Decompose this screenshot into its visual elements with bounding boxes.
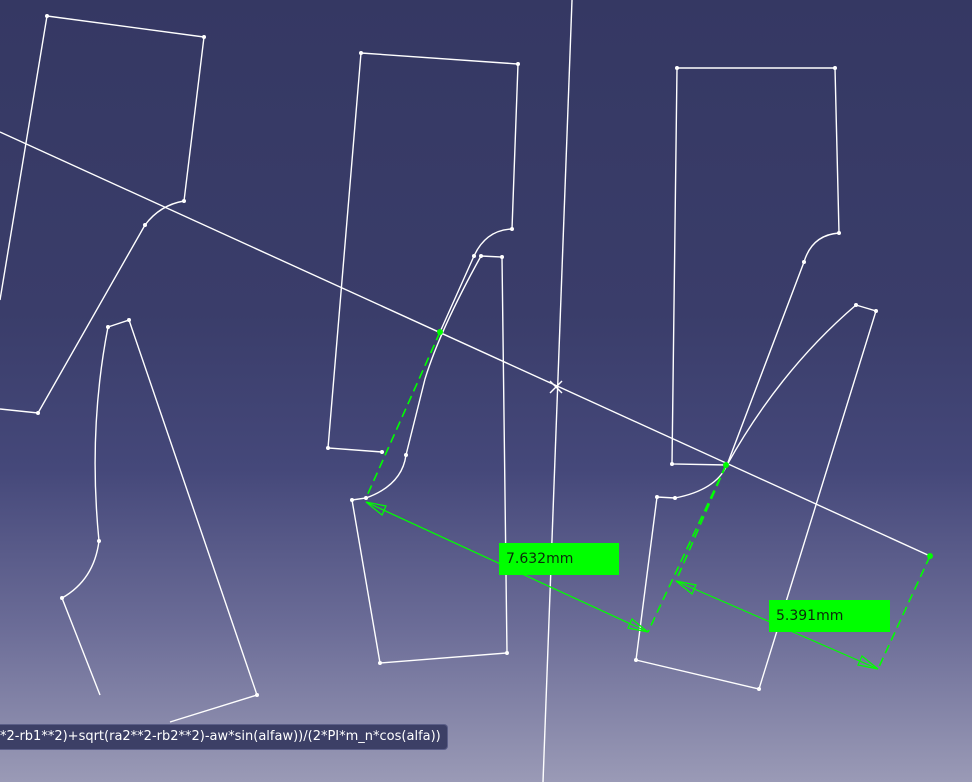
dimension-2[interactable] bbox=[675, 464, 931, 670]
formula-display[interactable]: *2-rb1**2)+sqrt(ra2**2-rb2**2)-aw*sin(al… bbox=[0, 724, 448, 750]
vertical-axis-line[interactable] bbox=[542, 0, 573, 782]
center-cross-icon bbox=[549, 380, 563, 394]
dimension-2-arrow-end-icon bbox=[857, 655, 879, 670]
gear-tooth-top-left[interactable] bbox=[0, 15, 205, 414]
dimension-2-arrow-start-icon bbox=[675, 580, 697, 595]
line-of-action[interactable] bbox=[0, 131, 931, 557]
dimension-1-arrow-end-icon bbox=[627, 618, 649, 633]
dimension-2-label[interactable]: 5.391mm bbox=[769, 600, 890, 632]
contact-point-1[interactable] bbox=[437, 329, 443, 335]
contact-point-3[interactable] bbox=[927, 553, 933, 559]
gear-tooth-upper-middle[interactable] bbox=[327, 52, 519, 453]
gear-tooth-lower-middle[interactable] bbox=[351, 255, 508, 664]
gear-tooth-upper-right[interactable] bbox=[671, 67, 840, 466]
dimension-1[interactable] bbox=[365, 331, 727, 633]
sketch-vertices bbox=[36, 14, 878, 697]
gear-tooth-bottom-left[interactable] bbox=[61, 319, 258, 723]
dimension-1-arrow-start-icon bbox=[365, 501, 387, 516]
contact-point-2[interactable] bbox=[723, 462, 729, 468]
dimension-1-label[interactable]: 7.632mm bbox=[499, 543, 619, 575]
